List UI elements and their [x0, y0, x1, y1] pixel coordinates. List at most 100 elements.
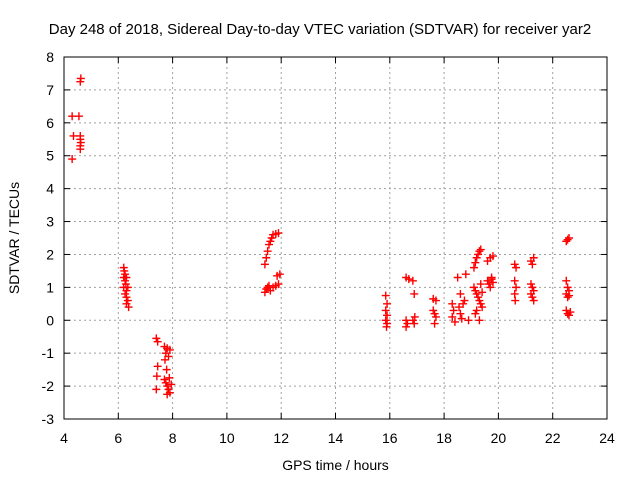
y-tick-label: -3	[42, 411, 55, 427]
data-point	[74, 112, 83, 121]
data-point	[450, 317, 459, 326]
x-tick-label: 20	[491, 430, 507, 446]
data-point	[430, 319, 439, 328]
data-point	[167, 380, 176, 389]
y-tick-label: 3	[46, 214, 54, 230]
data-point	[260, 260, 269, 269]
data-point	[431, 296, 440, 305]
data-point	[512, 263, 521, 272]
data-point	[76, 131, 85, 140]
data-point	[562, 276, 571, 285]
data-point	[381, 291, 390, 300]
data-point	[274, 280, 283, 289]
x-tick-label: 6	[114, 430, 122, 446]
data-point	[162, 365, 171, 374]
data-point	[488, 252, 497, 261]
y-tick-label: 6	[46, 115, 54, 131]
data-point	[431, 312, 440, 321]
data-point	[448, 299, 457, 308]
x-axis-label: GPS time / hours	[282, 457, 389, 473]
data-point	[461, 270, 470, 279]
data-point	[566, 308, 575, 317]
y-tick-label: -1	[42, 345, 55, 361]
data-point	[383, 299, 392, 308]
y-tick-label: 2	[46, 246, 54, 262]
data-point	[402, 322, 411, 331]
data-point	[475, 316, 484, 325]
data-point	[122, 273, 131, 282]
data-point	[383, 311, 392, 320]
x-tick-label: 24	[599, 430, 615, 446]
data-point	[123, 283, 132, 292]
x-tick-label: 14	[328, 430, 344, 446]
chart-title: Day 248 of 2018, Sidereal Day-to-day VTE…	[49, 21, 591, 38]
data-point	[263, 247, 272, 256]
data-point	[471, 258, 480, 267]
data-point	[476, 280, 485, 289]
data-point	[564, 234, 573, 242]
data-point	[449, 306, 458, 315]
data-points	[68, 74, 575, 399]
data-point	[408, 276, 417, 285]
y-tick-label: 1	[46, 279, 54, 295]
data-point	[455, 303, 464, 312]
y-tick-label: 5	[46, 148, 54, 164]
data-point	[471, 309, 480, 318]
data-point	[152, 372, 161, 381]
x-tick-label: 12	[273, 430, 289, 446]
data-point	[410, 289, 419, 298]
x-tick-label: 8	[169, 430, 177, 446]
y-tick-label: -2	[42, 378, 55, 394]
x-tick-label: 4	[60, 430, 68, 446]
data-point	[381, 306, 390, 315]
data-point	[512, 283, 521, 292]
data-point	[273, 271, 282, 280]
data-point	[69, 131, 78, 140]
data-point	[163, 390, 172, 399]
data-point	[68, 155, 77, 164]
data-point	[165, 345, 174, 354]
data-point	[563, 235, 572, 244]
data-point	[448, 312, 457, 321]
data-point	[563, 293, 572, 302]
data-point	[404, 275, 413, 284]
data-point	[510, 276, 519, 285]
data-point	[478, 303, 487, 312]
data-point	[76, 74, 85, 83]
y-tick-label: 7	[46, 82, 54, 98]
y-tick-label: 4	[46, 181, 54, 197]
data-point	[457, 314, 466, 323]
data-point	[529, 296, 538, 305]
data-point	[464, 316, 473, 325]
data-point	[262, 253, 271, 262]
data-point	[476, 245, 485, 254]
data-point	[460, 296, 469, 305]
x-tick-label: 10	[219, 430, 235, 446]
data-point	[153, 337, 162, 346]
data-point	[564, 291, 573, 300]
data-point	[164, 352, 173, 361]
y-axis-label: SDTVAR / TECUs	[6, 182, 22, 294]
x-tick-label: 22	[545, 430, 561, 446]
data-point	[124, 303, 133, 312]
data-point	[528, 260, 537, 269]
data-point	[511, 296, 520, 305]
grid	[64, 57, 607, 419]
data-point	[274, 229, 283, 238]
data-point	[487, 275, 496, 284]
data-point	[68, 112, 77, 121]
y-tick-label: 8	[46, 49, 54, 65]
data-point	[486, 283, 495, 292]
x-tick-label: 16	[382, 430, 398, 446]
data-point	[529, 253, 538, 262]
data-point	[382, 322, 391, 331]
data-point	[469, 263, 478, 272]
x-tick-label: 18	[436, 430, 452, 446]
data-point	[456, 309, 465, 318]
data-point	[410, 312, 419, 321]
data-point	[475, 247, 484, 256]
data-point	[453, 273, 462, 282]
data-point	[264, 281, 273, 290]
